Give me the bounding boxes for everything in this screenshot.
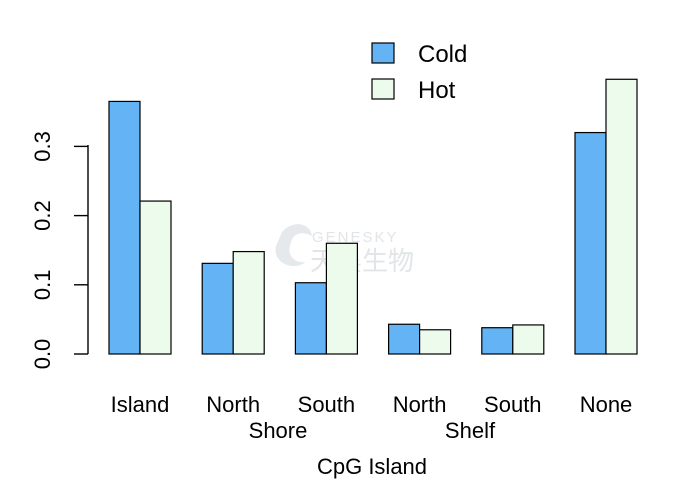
bar-cold-2	[294, 282, 327, 355]
legend: Cold Hot	[371, 41, 467, 104]
x-tick-label: Island	[111, 392, 170, 417]
watermark-logo-icon	[275, 224, 312, 267]
bar-hot-1	[232, 250, 265, 355]
bar-hot-2	[325, 242, 358, 355]
group-label-shelf: Shelf	[445, 418, 496, 443]
bar-hot-5	[605, 78, 638, 355]
watermark-brand-cjk: 天昊生物	[310, 246, 414, 276]
y-tick-label: 0.3	[30, 131, 55, 162]
bar-cold-5	[574, 131, 607, 355]
legend-label-cold: Cold	[418, 41, 467, 68]
bar-cold-3	[388, 323, 421, 355]
watermark-brand-latin: GENESKY	[312, 229, 399, 246]
legend-swatch-hot	[371, 78, 395, 100]
legend-label-hot: Hot	[418, 77, 456, 104]
x-tick-label: South	[484, 392, 542, 417]
bars	[108, 78, 638, 355]
x-tick-label: North	[393, 392, 447, 417]
x-tick-label: South	[298, 392, 356, 417]
x-tick-label: None	[580, 392, 633, 417]
bar-cold-4	[481, 327, 514, 355]
bar-cold-1	[201, 262, 234, 355]
group-label-shore: Shore	[249, 418, 308, 443]
category-labels: Island North South North South None	[111, 392, 633, 417]
bar-hot-3	[419, 329, 452, 355]
y-tick-label: 0.1	[30, 270, 55, 301]
y-axis: 0.0 0.1 0.2 0.3	[30, 131, 89, 370]
bar-hot-4	[512, 324, 545, 355]
y-tick-label: 0.2	[30, 200, 55, 231]
bar-cold-0	[108, 100, 141, 355]
x-axis-title: CpG Island	[317, 454, 427, 479]
legend-swatch-cold	[371, 42, 395, 64]
x-tick-label: North	[206, 392, 260, 417]
y-tick-label: 0.0	[30, 339, 55, 370]
bar-hot-0	[139, 200, 172, 355]
